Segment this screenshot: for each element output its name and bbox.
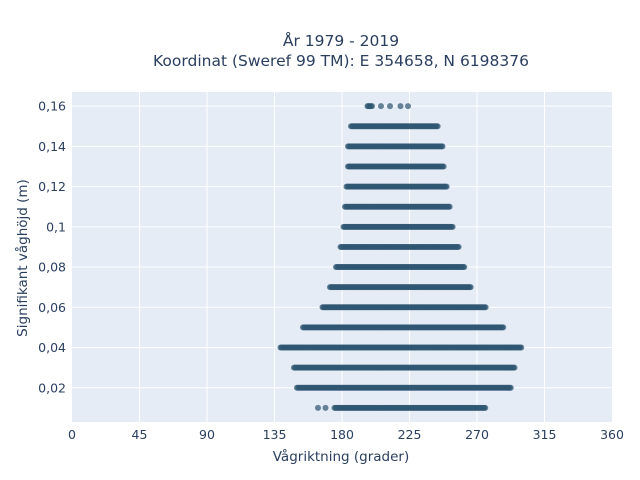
y-tick-label: 0,04 [38, 340, 66, 355]
x-tick-label: 90 [199, 427, 215, 442]
chart-title-line-2: Koordinat (Sweref 99 TM): E 354658, N 61… [153, 52, 529, 70]
data-point [449, 223, 456, 230]
y-tick-label: 0,02 [38, 380, 66, 395]
data-point [507, 384, 514, 391]
y-tick-label: 0,16 [38, 99, 66, 114]
x-tick-label: 270 [465, 427, 489, 442]
x-tick-label: 45 [132, 427, 148, 442]
chart-title-line-1: År 1979 - 2019 [283, 31, 399, 50]
data-point [467, 284, 474, 291]
data-point [455, 243, 462, 250]
x-axis-title: Vågriktning (grader) [273, 448, 410, 465]
y-axis-title: Signifikant våghöjd (m) [14, 179, 31, 337]
data-point [434, 123, 441, 130]
x-tick-label: 0 [68, 427, 76, 442]
x-tick-label: 180 [330, 427, 354, 442]
data-point [440, 163, 447, 170]
x-tick-label: 135 [263, 427, 287, 442]
data-point [511, 364, 518, 371]
data-point [443, 183, 450, 190]
x-tick-label: 315 [533, 427, 557, 442]
data-point [387, 103, 393, 110]
y-tick-label: 0,08 [38, 260, 66, 275]
data-point [482, 404, 489, 411]
x-tick-label: 360 [600, 427, 624, 442]
x-tick-label: 225 [398, 427, 422, 442]
data-point [482, 304, 489, 311]
y-tick-label: 0,1 [46, 219, 66, 234]
data-point [461, 264, 468, 271]
data-point [405, 103, 411, 110]
data-point [369, 103, 375, 110]
data-point [518, 344, 525, 351]
y-tick-label: 0,14 [38, 139, 66, 154]
data-point [315, 404, 321, 411]
data-point [322, 404, 329, 411]
data-point [500, 324, 507, 331]
y-tick-label: 0,12 [38, 179, 66, 194]
ticks-layer: 0 45 90 135 180 225 270 315 360 0,02 0,04 0,06 0,08 0… [38, 99, 624, 442]
data-point [439, 143, 446, 150]
points-layer [277, 103, 525, 411]
data-point [446, 203, 453, 210]
y-tick-label: 0,06 [38, 300, 66, 315]
data-point [378, 103, 384, 110]
data-point [397, 103, 404, 110]
